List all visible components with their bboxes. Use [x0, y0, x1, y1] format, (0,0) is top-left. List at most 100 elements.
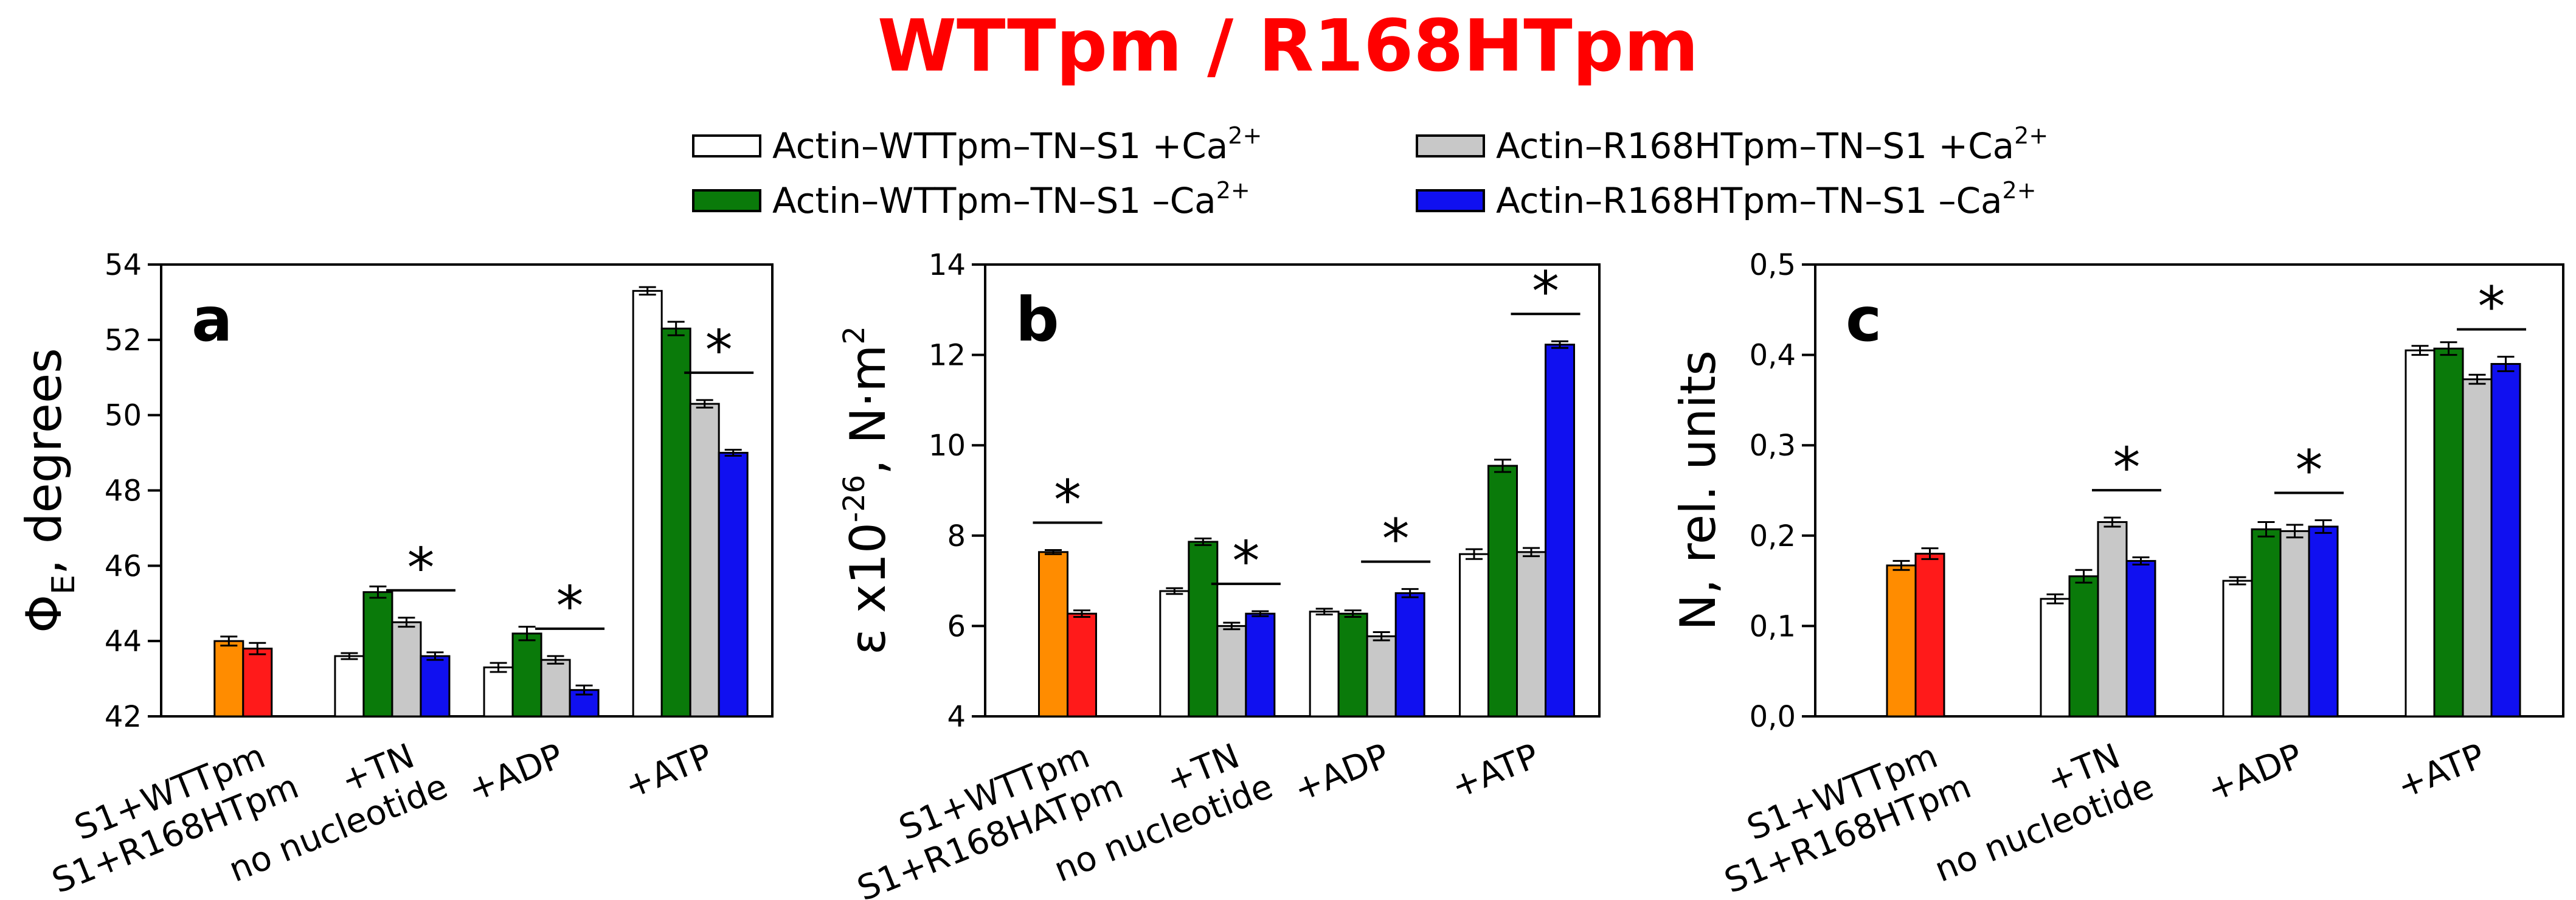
- y-tick-label: 12: [929, 339, 966, 373]
- significance-star: *: [1054, 468, 1081, 532]
- bar-white: [334, 655, 365, 718]
- bar-gray: [1366, 635, 1397, 718]
- y-tick-label: 14: [929, 248, 966, 282]
- y-tick-label: 0,3: [1750, 429, 1796, 463]
- bar-blue: [420, 655, 451, 718]
- bar-gray: [2462, 378, 2493, 718]
- y-tick-label: 46: [105, 549, 142, 583]
- bar-white: [2405, 349, 2436, 718]
- category-label: +ADP: [463, 736, 569, 810]
- figure-title: WTTpm / R168HTpm: [877, 4, 1699, 88]
- plot-frame: [984, 263, 1601, 718]
- bar-green: [1337, 612, 1368, 718]
- y-tick-label: 6: [947, 609, 966, 643]
- bar-gray: [1216, 625, 1247, 718]
- category-label: +ATP: [1446, 736, 1544, 807]
- legend-label-green: Actin–WTTpm–TN–S1 –Ca2+: [772, 177, 1250, 221]
- category-label: +ATP: [2392, 736, 2490, 807]
- significance-star: *: [1532, 260, 1559, 324]
- bar-blue: [2490, 362, 2521, 718]
- bar-blue: [1245, 612, 1276, 718]
- y-axis-label-part: ε x10: [840, 522, 896, 655]
- legend-label-text: Actin–WTTpm–TN–S1 +Ca: [772, 125, 1228, 167]
- bar-green: [2251, 528, 2282, 718]
- bar-gray: [2279, 530, 2310, 718]
- y-tick-label: 50: [105, 399, 142, 433]
- legend-label-sup: 2+: [2014, 122, 2048, 149]
- category-label: +ATP: [619, 736, 718, 807]
- significance-star: *: [705, 319, 733, 382]
- bar-blue: [718, 452, 749, 718]
- bar-green: [1188, 541, 1219, 718]
- bar-red: [1914, 553, 1945, 718]
- y-axis-label: ΦE, degrees: [16, 348, 82, 633]
- significance-star: *: [2478, 275, 2505, 339]
- legend-label-sup: 2+: [1216, 177, 1250, 204]
- legend-label-text: Actin–R168HTpm–TN–S1 –Ca: [1496, 180, 2003, 221]
- bar-blue: [1545, 344, 1576, 718]
- significance-star: *: [1232, 530, 1259, 594]
- y-tick-label: 0,2: [1750, 519, 1796, 553]
- legend-label-gray: Actin–R168HTpm–TN–S1 +Ca2+: [1496, 122, 2048, 167]
- legend-swatch-blue: [1416, 189, 1485, 212]
- bar-white: [2040, 598, 2071, 718]
- bar-green: [511, 632, 542, 718]
- bar-orange: [1037, 551, 1068, 718]
- legend-swatch-green: [692, 189, 761, 212]
- legend-label-blue: Actin–R168HTpm–TN–S1 –Ca2+: [1496, 177, 2037, 221]
- y-axis-label-part: Φ: [16, 595, 72, 633]
- bar-orange: [213, 640, 244, 718]
- bar-orange: [1886, 564, 1917, 718]
- y-tick-label: 0,5: [1750, 248, 1796, 282]
- bar-green: [2433, 347, 2464, 718]
- bar-gray: [540, 659, 571, 718]
- y-tick-label: 8: [947, 519, 966, 553]
- panel-label: a: [192, 284, 232, 355]
- y-tick-label: 54: [105, 248, 142, 282]
- legend-label-white: Actin–WTTpm–TN–S1 +Ca2+: [772, 122, 1262, 167]
- legend-label-text: Actin–R168HTpm–TN–S1 +Ca: [1496, 125, 2014, 167]
- plot-frame: [1814, 263, 2564, 718]
- legend-label-sup: 2+: [1228, 122, 1262, 149]
- y-axis-label-part: 2: [837, 326, 871, 345]
- bar-white: [1459, 553, 1490, 718]
- significance-star: *: [2296, 439, 2323, 503]
- bar-white: [1159, 590, 1190, 718]
- y-tick-label: 10: [929, 429, 966, 463]
- legend-label-text: Actin–WTTpm–TN–S1 –Ca: [772, 180, 1216, 221]
- y-axis-label: N, rel. units: [1670, 350, 1726, 631]
- bar-gray: [689, 403, 720, 718]
- bar-green: [362, 591, 393, 718]
- y-tick-label: 0,4: [1750, 339, 1796, 373]
- bar-white: [632, 289, 663, 718]
- y-axis-label-part: N, rel. units: [1670, 350, 1726, 631]
- bar-gray: [1516, 551, 1547, 718]
- panel-c: 0,00,10,20,30,40,5cN, rel. unitsS1+WTTpm…: [1670, 248, 2564, 900]
- panel-label: c: [1846, 284, 1882, 355]
- bar-red: [1066, 612, 1097, 718]
- bar-green: [1487, 465, 1518, 718]
- bar-blue: [2308, 525, 2339, 718]
- category-label: +ADP: [2202, 736, 2308, 810]
- bar-green: [2068, 575, 2099, 718]
- bar-gray: [2097, 521, 2128, 718]
- y-tick-label: 0,1: [1750, 609, 1796, 643]
- y-tick-label: 44: [105, 625, 142, 659]
- y-tick-label: 4: [947, 700, 966, 734]
- panel-label: b: [1016, 284, 1059, 355]
- category-label: +ADP: [1289, 736, 1395, 810]
- significance-star: *: [2113, 436, 2141, 500]
- legend-swatch-gray: [1416, 134, 1485, 158]
- legend-swatch-white: [692, 134, 761, 158]
- y-axis-label-part: -26: [837, 475, 871, 522]
- y-tick-label: 42: [105, 700, 142, 734]
- bar-blue: [2125, 559, 2156, 718]
- y-axis-label-part: , N·m: [840, 345, 896, 475]
- y-axis-label: ε x10-26, N·m2: [837, 326, 896, 655]
- bar-white: [2222, 580, 2253, 718]
- significance-star: *: [1382, 508, 1410, 572]
- bar-white: [1309, 611, 1340, 718]
- bar-blue: [1394, 592, 1425, 718]
